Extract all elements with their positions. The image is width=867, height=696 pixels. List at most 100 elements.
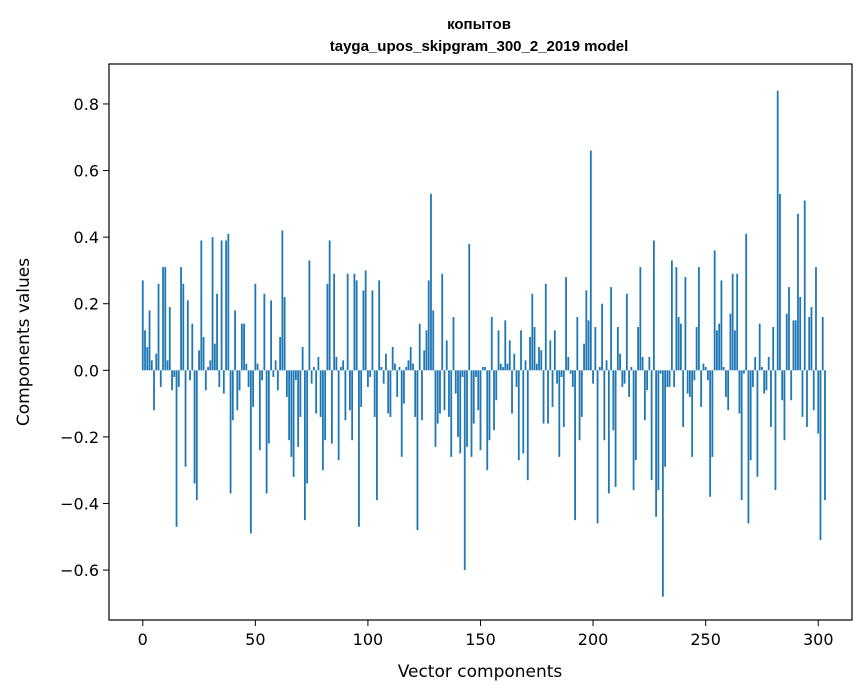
bar-231	[661, 370, 664, 597]
bar-207	[607, 370, 610, 494]
bar-149	[477, 370, 480, 411]
bar-201	[594, 327, 597, 371]
bar-163	[508, 340, 511, 371]
y-tick-label: 0.4	[74, 228, 99, 247]
x-tick-label: 100	[353, 630, 384, 649]
bar-77	[315, 370, 318, 414]
bar-180	[547, 370, 549, 424]
bar-188	[565, 277, 567, 371]
bar-70	[299, 370, 302, 417]
bar-220	[637, 327, 640, 371]
bar-79	[319, 370, 322, 417]
bar-254	[713, 250, 716, 371]
bar-183	[553, 330, 556, 371]
bar-168	[520, 330, 522, 371]
bar-100	[367, 370, 369, 387]
bar-195	[580, 370, 583, 417]
bar-190	[569, 370, 572, 374]
bar-144	[466, 370, 468, 447]
y-tick-label: 0.8	[74, 95, 99, 114]
bar-274	[758, 323, 761, 371]
bar-20	[186, 300, 189, 371]
bar-37	[225, 240, 227, 371]
bar-219	[634, 370, 637, 461]
bar-28	[204, 370, 207, 391]
bar-238	[677, 317, 680, 371]
bar-138	[452, 317, 455, 371]
bar-33	[216, 293, 218, 371]
bar-281	[774, 370, 777, 491]
bar-104	[376, 370, 378, 501]
bar-174	[533, 327, 536, 371]
bar-290	[794, 320, 797, 371]
bar-131	[436, 370, 439, 424]
bar-292	[799, 297, 802, 371]
bar-229	[657, 370, 660, 491]
bar-83	[328, 240, 331, 371]
bar-228	[655, 370, 658, 517]
bar-153	[486, 370, 489, 471]
bar-215	[625, 293, 628, 371]
bar-142	[461, 370, 464, 377]
bar-156	[493, 370, 495, 431]
bar-252	[709, 370, 712, 497]
bar-269	[747, 370, 750, 524]
bar-261	[729, 313, 732, 371]
bar-73	[306, 370, 309, 484]
bar-226	[650, 370, 653, 481]
x-tick-label: 300	[803, 630, 834, 649]
bar-114	[398, 366, 401, 371]
bar-236	[673, 370, 676, 387]
bar-193	[576, 317, 579, 371]
bar-60	[276, 370, 279, 391]
bar-300	[817, 370, 820, 434]
bar-25	[198, 350, 200, 371]
bar-164	[511, 370, 513, 414]
bar-110	[389, 370, 392, 417]
bar-245	[693, 370, 696, 381]
bar-301	[819, 370, 822, 541]
bar-86	[335, 356, 338, 371]
bar-106	[380, 366, 383, 371]
bar-160	[502, 366, 504, 371]
bar-227	[652, 240, 655, 371]
chart-title-line2: tayga_upos_skipgram_300_2_2019 model	[330, 38, 629, 55]
bar-276	[763, 370, 766, 394]
bar-66	[290, 370, 293, 457]
bar-130	[434, 370, 437, 447]
bar-21	[189, 370, 191, 381]
bar-84	[331, 370, 333, 444]
bar-102	[371, 290, 374, 371]
bar-99	[364, 270, 367, 371]
bar-132	[439, 370, 441, 414]
bar-264	[736, 273, 739, 371]
bar-293	[801, 370, 804, 417]
bar-235	[670, 260, 673, 371]
bar-148	[475, 370, 477, 377]
bar-298	[812, 370, 815, 411]
bar-287	[788, 287, 790, 371]
bar-112	[394, 363, 396, 371]
bar-67	[292, 370, 295, 477]
bar-255	[716, 330, 718, 371]
bar-225	[648, 356, 651, 371]
bar-145	[468, 243, 471, 371]
bar-135	[445, 340, 448, 371]
bar-272	[754, 356, 757, 371]
bar-170	[524, 360, 527, 371]
bar-230	[659, 370, 662, 374]
bar-63	[283, 297, 286, 371]
bar-12	[168, 307, 171, 371]
bar-216	[628, 370, 630, 397]
bar-58	[272, 370, 275, 377]
bar-280	[772, 327, 775, 371]
bar-43	[238, 370, 241, 391]
bar-49	[252, 370, 254, 407]
y-tick-label: −0.6	[60, 561, 99, 580]
bar-232	[664, 370, 667, 467]
bar-162	[506, 363, 509, 371]
bar-291	[797, 213, 799, 371]
bar-289	[792, 320, 795, 371]
bar-186	[560, 370, 563, 377]
bar-41	[234, 310, 236, 371]
